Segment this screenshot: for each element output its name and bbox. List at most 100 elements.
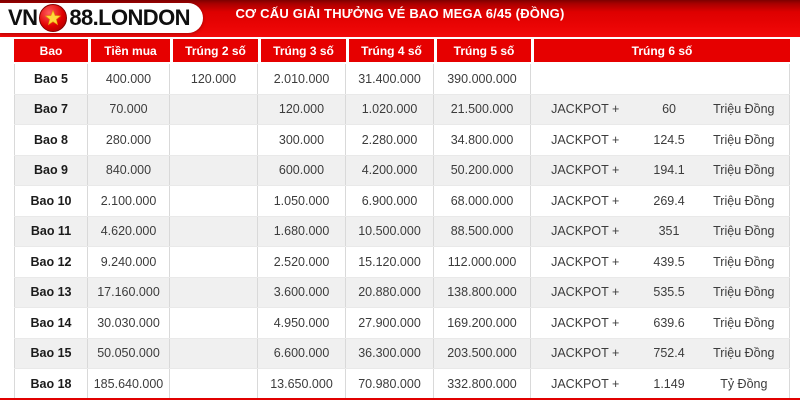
trung-2-cell <box>170 369 258 399</box>
trung-6-cell: JACKPOT + 639.6 Triệu Đồng <box>531 308 790 338</box>
trung-3-cell: 600.000 <box>258 155 346 185</box>
jackpot-value: 194.1 <box>653 163 685 178</box>
col-header-bao: Bao <box>14 39 88 62</box>
trung-6-cell: JACKPOT + 351 Triệu Đồng <box>531 216 790 246</box>
bao-cell: Bao 8 <box>14 125 88 155</box>
trung-5-cell: 21.500.000 <box>434 94 531 124</box>
prize-table: Bao Tiền mua Trúng 2 số Trúng 3 số Trúng… <box>14 39 790 400</box>
jackpot-unit: Triệu Đồng <box>713 285 775 300</box>
trung-2-cell: 120.000 <box>170 64 258 94</box>
jackpot-value: 124.5 <box>653 132 685 147</box>
table-header-row: Bao Tiền mua Trúng 2 số Trúng 3 số Trúng… <box>14 39 790 62</box>
trung-6-cell: JACKPOT + 124.5 Triệu Đồng <box>531 125 790 155</box>
bao-cell: Bao 11 <box>14 216 88 246</box>
bao-cell: Bao 18 <box>14 369 88 399</box>
trung-2-cell <box>170 247 258 277</box>
jackpot-unit: Triệu Đồng <box>713 132 775 147</box>
jackpot-unit: Triệu Đồng <box>713 346 775 361</box>
jackpot-label: JACKPOT + <box>551 346 620 361</box>
table-row: Bao 10 2.100.000 1.050.000 6.900.000 68.… <box>14 186 790 217</box>
trung-4-cell: 20.880.000 <box>346 277 434 307</box>
bao-cell: Bao 5 <box>14 64 88 94</box>
jackpot-value: 535.5 <box>653 285 685 300</box>
trung-2-cell <box>170 338 258 368</box>
jackpot-value: 269.4 <box>653 193 685 208</box>
jackpot-label: JACKPOT + <box>551 163 620 178</box>
tien-mua-cell: 185.640.000 <box>88 369 170 399</box>
trung-6-cell: JACKPOT + 194.1 Triệu Đồng <box>531 155 790 185</box>
table-row: Bao 7 70.000 120.000 1.020.000 21.500.00… <box>14 94 790 125</box>
jackpot-label: JACKPOT + <box>551 285 620 300</box>
brand-logo[interactable]: VN 88.LONDON <box>0 3 203 33</box>
tien-mua-cell: 2.100.000 <box>88 186 170 216</box>
bao-cell: Bao 12 <box>14 247 88 277</box>
jackpot-value: 752.4 <box>653 346 685 361</box>
table-row: Bao 12 9.240.000 2.520.000 15.120.000 11… <box>14 247 790 278</box>
trung-4-cell: 2.280.000 <box>346 125 434 155</box>
tien-mua-cell: 400.000 <box>88 64 170 94</box>
trung-4-cell: 36.300.000 <box>346 338 434 368</box>
trung-6-cell: JACKPOT + 535.5 Triệu Đồng <box>531 277 790 307</box>
jackpot-unit: Triệu Đồng <box>713 163 775 178</box>
trung-3-cell: 2.520.000 <box>258 247 346 277</box>
jackpot-label: JACKPOT + <box>551 102 620 117</box>
bao-cell: Bao 10 <box>14 186 88 216</box>
trung-5-cell: 34.800.000 <box>434 125 531 155</box>
jackpot-label: JACKPOT + <box>551 315 620 330</box>
trung-5-cell: 332.800.000 <box>434 369 531 399</box>
trung-5-cell: 88.500.000 <box>434 216 531 246</box>
brand-suffix: 88.LONDON <box>69 5 190 30</box>
tien-mua-cell: 840.000 <box>88 155 170 185</box>
trung-3-cell: 6.600.000 <box>258 338 346 368</box>
trung-3-cell: 4.950.000 <box>258 308 346 338</box>
table-row: Bao 14 30.030.000 4.950.000 27.900.000 1… <box>14 308 790 339</box>
trung-6-cell: JACKPOT + 439.5 Triệu Đồng <box>531 247 790 277</box>
trung-4-cell: 1.020.000 <box>346 94 434 124</box>
table-row: Bao 15 50.050.000 6.600.000 36.300.000 2… <box>14 338 790 369</box>
trung-2-cell <box>170 125 258 155</box>
trung-3-cell: 120.000 <box>258 94 346 124</box>
jackpot-value: 639.6 <box>653 315 685 330</box>
tien-mua-cell: 280.000 <box>88 125 170 155</box>
tien-mua-cell: 50.050.000 <box>88 338 170 368</box>
tien-mua-cell: 70.000 <box>88 94 170 124</box>
trung-5-cell: 112.000.000 <box>434 247 531 277</box>
jackpot-label: JACKPOT + <box>551 376 620 391</box>
jackpot-unit: Triệu Đồng <box>713 102 775 117</box>
trung-2-cell <box>170 186 258 216</box>
jackpot-value: 60 <box>662 102 676 117</box>
trung-4-cell: 4.200.000 <box>346 155 434 185</box>
trung-3-cell: 1.680.000 <box>258 216 346 246</box>
jackpot-unit: Triệu Đồng <box>713 254 775 269</box>
trung-5-cell: 390.000.000 <box>434 64 531 94</box>
jackpot-unit: Triệu Đồng <box>713 315 775 330</box>
bao-cell: Bao 14 <box>14 308 88 338</box>
bottom-red-edge <box>0 398 800 400</box>
trung-5-cell: 50.200.000 <box>434 155 531 185</box>
trung-4-cell: 27.900.000 <box>346 308 434 338</box>
table-row: Bao 18 185.640.000 13.650.000 70.980.000… <box>14 369 790 400</box>
tien-mua-cell: 17.160.000 <box>88 277 170 307</box>
jackpot-value: 1.149 <box>653 376 685 391</box>
table-row: Bao 8 280.000 300.000 2.280.000 34.800.0… <box>14 125 790 156</box>
trung-2-cell <box>170 277 258 307</box>
jackpot-unit: Triệu Đồng <box>713 193 775 208</box>
trung-3-cell: 1.050.000 <box>258 186 346 216</box>
trung-2-cell <box>170 216 258 246</box>
jackpot-value: 351 <box>658 224 680 239</box>
col-header-tien-mua: Tiền mua <box>91 39 170 62</box>
bao-cell: Bao 7 <box>14 94 88 124</box>
jackpot-label: JACKPOT + <box>551 132 620 147</box>
col-header-trung-2: Trúng 2 số <box>173 39 258 62</box>
jackpot-unit: Triệu Đồng <box>713 224 775 239</box>
trung-6-cell: JACKPOT + 60 Triệu Đồng <box>531 94 790 124</box>
trung-5-cell: 203.500.000 <box>434 338 531 368</box>
trung-5-cell: 169.200.000 <box>434 308 531 338</box>
jackpot-unit: Tỷ Đồng <box>720 376 768 391</box>
bao-cell: Bao 13 <box>14 277 88 307</box>
table-row: Bao 5 400.000 120.000 2.010.000 31.400.0… <box>14 64 790 95</box>
table-row: Bao 9 840.000 600.000 4.200.000 50.200.0… <box>14 155 790 186</box>
trung-2-cell <box>170 94 258 124</box>
jackpot-value: 439.5 <box>653 254 685 269</box>
trung-5-cell: 68.000.000 <box>434 186 531 216</box>
